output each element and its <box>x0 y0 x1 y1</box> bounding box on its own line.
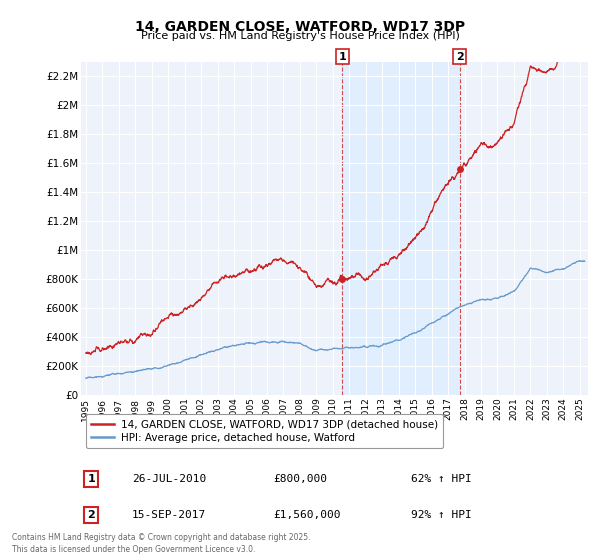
Text: £1,560,000: £1,560,000 <box>274 510 341 520</box>
Text: Contains HM Land Registry data © Crown copyright and database right 2025.
This d: Contains HM Land Registry data © Crown c… <box>12 533 311 554</box>
Text: 2: 2 <box>456 52 464 62</box>
Text: 92% ↑ HPI: 92% ↑ HPI <box>410 510 472 520</box>
Text: 26-JUL-2010: 26-JUL-2010 <box>132 474 206 484</box>
Bar <box>342 62 460 395</box>
Text: Price paid vs. HM Land Registry's House Price Index (HPI): Price paid vs. HM Land Registry's House … <box>140 31 460 41</box>
Legend: 14, GARDEN CLOSE, WATFORD, WD17 3DP (detached house), HPI: Average price, detach: 14, GARDEN CLOSE, WATFORD, WD17 3DP (det… <box>86 414 443 448</box>
Text: 62% ↑ HPI: 62% ↑ HPI <box>410 474 472 484</box>
Text: 14, GARDEN CLOSE, WATFORD, WD17 3DP: 14, GARDEN CLOSE, WATFORD, WD17 3DP <box>135 20 465 34</box>
Text: 1: 1 <box>87 474 95 484</box>
Text: £800,000: £800,000 <box>274 474 328 484</box>
Text: 2: 2 <box>87 510 95 520</box>
Text: 1: 1 <box>338 52 346 62</box>
Text: 15-SEP-2017: 15-SEP-2017 <box>132 510 206 520</box>
